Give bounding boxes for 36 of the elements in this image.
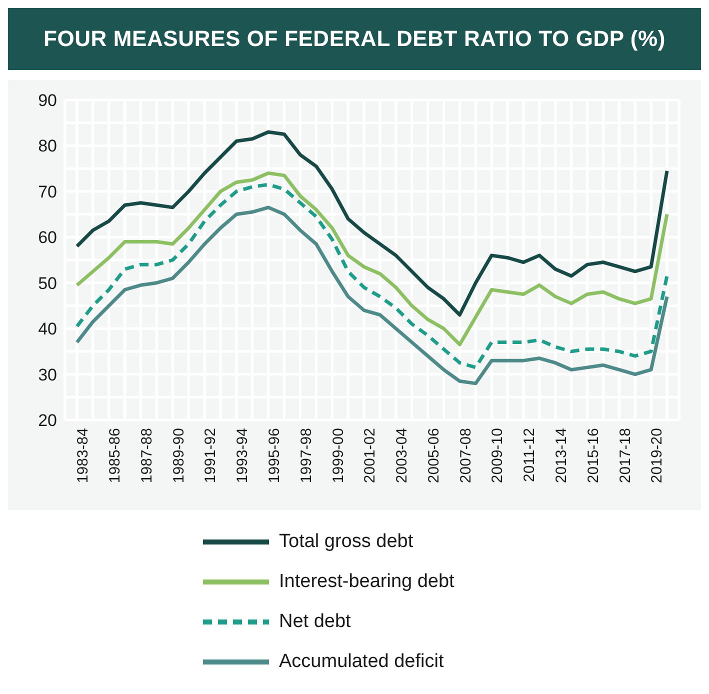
x-tick-label: 1997-98 <box>298 428 315 484</box>
x-tick-label: 1991-92 <box>202 428 220 484</box>
chart-title: FOUR MEASURES OF FEDERAL DEBT RATIO TO GDP (%) <box>8 8 701 70</box>
y-tick-label: 60 <box>38 228 57 248</box>
x-tick-label: 1987-88 <box>138 428 156 484</box>
line-series <box>75 171 669 346</box>
legend-label: Net debt <box>279 611 351 633</box>
x-tick-label: 2015-16 <box>584 428 602 484</box>
y-tick-label: 30 <box>38 365 57 384</box>
x-tick-label: 1985-86 <box>106 428 124 484</box>
x-tick-label: 1999-00 <box>330 428 347 484</box>
y-tick-label: 50 <box>38 274 57 293</box>
x-tick-label: 2005-06 <box>425 428 442 484</box>
y-tick-label: 40 <box>38 320 57 339</box>
x-tick-label: 2011-12 <box>521 428 538 482</box>
x-tick-label: 2013-14 <box>553 428 570 484</box>
x-tick-label: 2001-02 <box>362 428 379 484</box>
x-tick-label: 1993-94 <box>234 428 252 484</box>
x-tick-label: 1995-96 <box>266 428 283 484</box>
x-tick-label: 2017-18 <box>616 428 634 484</box>
y-tick-label: 80 <box>38 136 57 156</box>
y-tick-label: 90 <box>38 91 57 110</box>
x-tick-label: 2009-10 <box>489 428 506 484</box>
line-series <box>75 206 669 386</box>
x-tick-label: 2019-20 <box>648 428 666 484</box>
x-tick-label: 1983-84 <box>74 428 92 484</box>
x-tick-label: 1989-90 <box>170 428 188 484</box>
legend-label: Total gross debt <box>279 531 414 553</box>
line-series <box>75 130 669 317</box>
x-tick-label: 2007-08 <box>457 428 474 484</box>
legend-label: Accumulated deficit <box>279 651 444 673</box>
x-tick-label: 2003-04 <box>394 428 411 484</box>
y-tick-label: 20 <box>38 411 57 430</box>
legend-label: Interest-bearing debt <box>279 571 454 593</box>
y-tick-label: 70 <box>38 182 57 202</box>
line-series <box>75 182 669 370</box>
